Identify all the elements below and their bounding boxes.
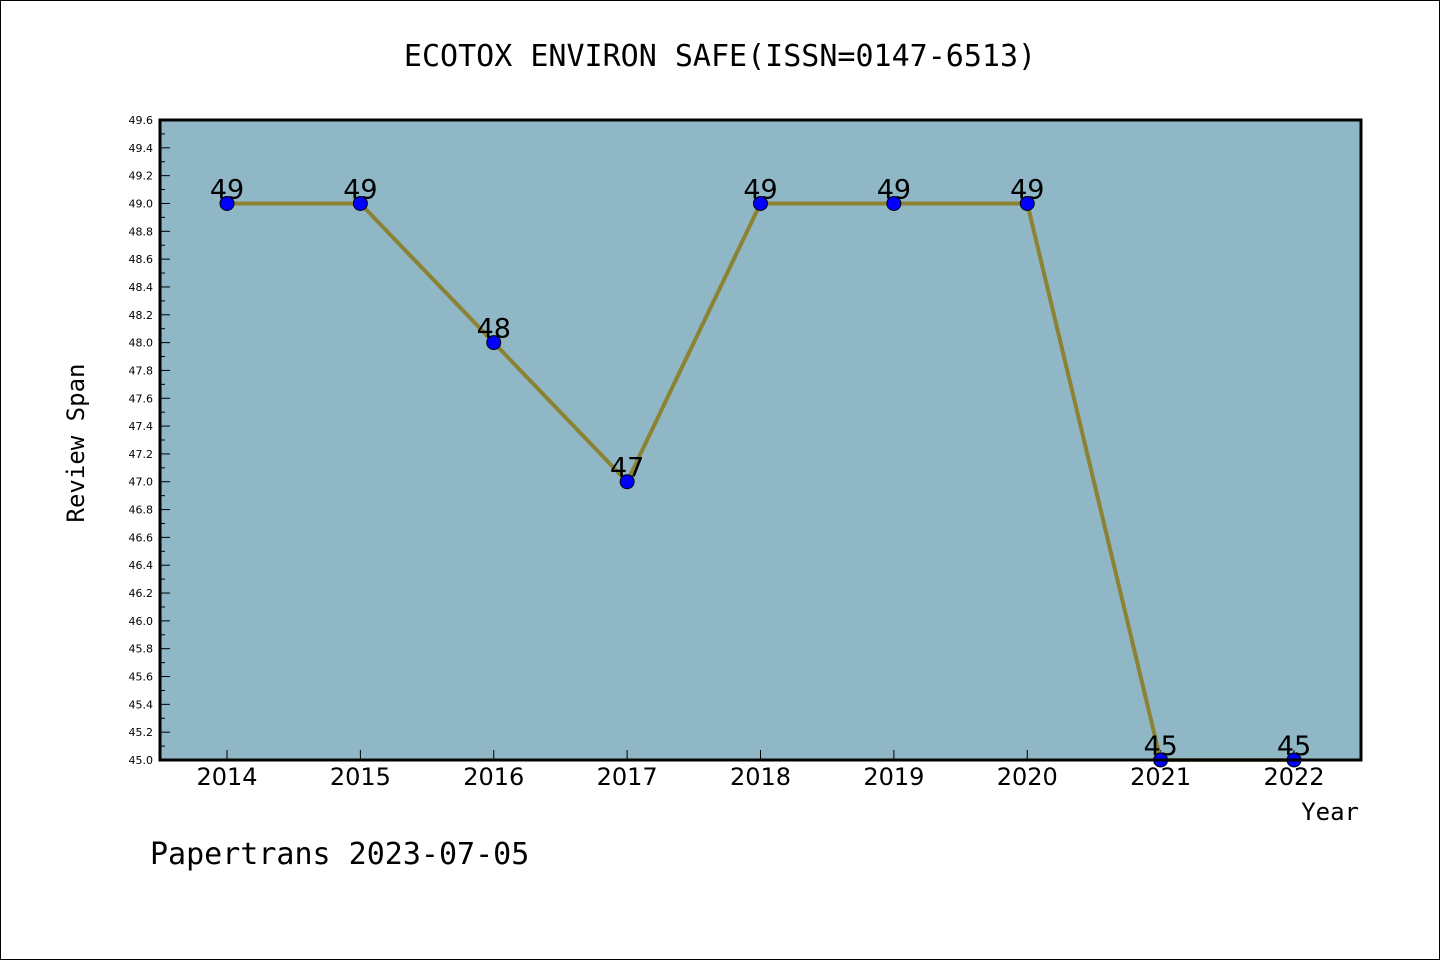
y-tick-label: 48.0 <box>129 337 154 350</box>
data-label: 45 <box>1277 731 1311 762</box>
data-point <box>219 195 235 211</box>
x-tick-label: 2015 <box>330 763 391 791</box>
y-tick-label: 48.2 <box>129 309 154 322</box>
y-tick-label: 47.8 <box>129 364 154 377</box>
y-tick-label: 47.4 <box>129 420 154 433</box>
y-tick-label: 45.4 <box>129 698 154 711</box>
y-tick-label: 46.8 <box>129 504 154 517</box>
y-tick-label: 49.6 <box>129 114 154 127</box>
plot-area <box>160 120 1361 760</box>
y-axis-label: Review Span <box>62 364 90 523</box>
y-axis-ticks: 45.0 45.2 45.4 45.6 45.8 46.0 46.2 46.4 46.6 46.8… <box>129 114 170 767</box>
data-point <box>352 195 368 211</box>
x-tick-label: 2019 <box>863 763 924 791</box>
x-tick-label: 2021 <box>1130 763 1191 791</box>
chart-title: ECOTOX ENVIRON SAFE(ISSN=0147-6513) <box>404 39 1036 74</box>
y-tick-label: 46.4 <box>129 559 154 572</box>
y-tick-label: 46.6 <box>129 531 154 544</box>
y-tick-label: 48.8 <box>129 225 154 238</box>
data-point <box>753 195 768 211</box>
data-point <box>1019 195 1035 211</box>
data-label: 49 <box>1010 174 1044 205</box>
y-tick-label: 45.8 <box>129 643 154 656</box>
y-tick-label: 45.2 <box>129 726 154 739</box>
y-tick-label: 45.0 <box>129 754 154 767</box>
data-label: 48 <box>477 314 511 345</box>
y-tick-label: 49.4 <box>129 142 154 155</box>
data-label: 49 <box>210 174 244 205</box>
x-axis-label: Year <box>1301 798 1359 826</box>
y-tick-label: 47.6 <box>129 392 154 405</box>
x-tick-label: 2022 <box>1263 763 1324 791</box>
data-label: 49 <box>743 174 777 205</box>
x-tick-label: 2017 <box>597 763 658 791</box>
y-tick-label: 47.0 <box>129 476 154 489</box>
data-label: 47 <box>610 453 644 484</box>
y-tick-label: 49.2 <box>129 170 154 183</box>
x-tick-label: 2014 <box>196 763 257 791</box>
series-markers <box>219 195 1302 768</box>
data-label: 49 <box>343 174 377 205</box>
y-tick-label: 46.0 <box>129 615 154 628</box>
data-point <box>886 195 902 211</box>
y-tick-label: 49.0 <box>129 197 154 210</box>
data-point <box>619 474 635 490</box>
footer-text: Papertrans 2023-07-05 <box>150 837 529 872</box>
data-label: 49 <box>877 174 911 205</box>
data-point <box>486 335 502 351</box>
y-tick-label: 45.6 <box>129 671 154 684</box>
data-label: 45 <box>1143 731 1177 762</box>
y-tick-label: 48.6 <box>129 253 154 266</box>
x-tick-label: 2020 <box>997 763 1058 791</box>
y-tick-label: 47.2 <box>129 448 154 461</box>
x-tick-label: 2018 <box>730 763 791 791</box>
data-labels: 49 49 48 47 49 49 49 45 45 <box>210 174 1311 762</box>
x-axis-ticks: 2014 2015 2016 2017 2018 2019 2020 2021 2022 <box>196 750 1325 791</box>
y-tick-label: 46.2 <box>129 587 154 600</box>
x-tick-label: 2016 <box>463 763 524 791</box>
plot-border <box>158 118 1363 762</box>
y-tick-label: 48.4 <box>129 281 154 294</box>
